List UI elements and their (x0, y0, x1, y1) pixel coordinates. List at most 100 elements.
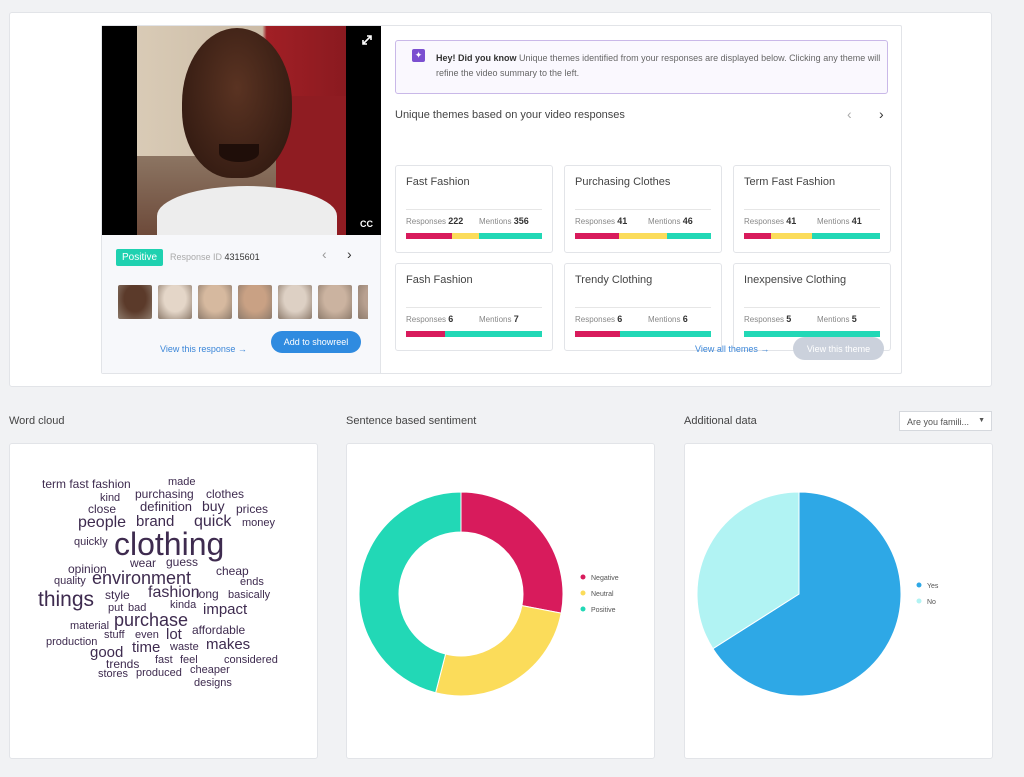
cloud-word[interactable]: bad (128, 602, 147, 614)
cloud-word[interactable]: cheap (216, 564, 249, 578)
cloud-word[interactable]: clothes (206, 487, 245, 501)
cloud-word[interactable]: guess (166, 555, 199, 569)
sentiment-slice-negative[interactable] (460, 491, 564, 614)
theme-card[interactable]: Trendy Clothing Responses 6 Mentions 6 (564, 263, 722, 351)
negative-segment (406, 233, 453, 239)
response-thumbnail[interactable] (158, 285, 192, 319)
cloud-word[interactable]: makes (206, 636, 251, 653)
response-thumbnail[interactable] (278, 285, 312, 319)
view-this-theme-button[interactable]: View this theme (793, 337, 884, 360)
cloud-word[interactable]: produced (136, 667, 182, 679)
legend-label[interactable]: Positive (591, 607, 616, 614)
legend-label[interactable]: No (927, 599, 936, 606)
additional-slice-no[interactable] (696, 491, 800, 650)
cloud-word[interactable]: wear (130, 556, 157, 570)
cloud-word[interactable]: cheaper (190, 664, 230, 676)
cloud-word[interactable]: waste (170, 641, 199, 653)
response-thumbnails (118, 285, 368, 321)
cloud-word[interactable]: money (242, 517, 276, 529)
sentiment-slice-positive[interactable] (358, 491, 462, 694)
legend-label[interactable]: Yes (927, 583, 939, 590)
theme-stats: Responses 6 Mentions 7 (406, 314, 546, 324)
responses-count: 5 (786, 314, 792, 324)
cloud-word[interactable]: buy (202, 498, 225, 514)
cloud-word[interactable]: close (88, 502, 117, 516)
mentions-count: 356 (513, 216, 529, 226)
video-player[interactable]: CC (102, 26, 381, 235)
cloud-word[interactable]: purchasing (135, 487, 194, 501)
tip-body: Unique themes identified from your respo… (436, 53, 881, 78)
cloud-word[interactable]: long (196, 587, 219, 601)
cloud-word[interactable]: affordable (192, 623, 246, 637)
cloud-word[interactable]: fashion (148, 584, 200, 601)
cloud-word[interactable]: material (70, 620, 110, 632)
cloud-word[interactable]: quality (54, 575, 86, 587)
response-thumbnail[interactable] (198, 285, 232, 319)
view-response-link[interactable]: View this response → (160, 344, 247, 354)
themes-next-chevron-icon[interactable]: › (879, 106, 884, 122)
cloud-word[interactable]: stores (98, 668, 128, 680)
cloud-word[interactable]: trends (106, 657, 140, 671)
cloud-word[interactable]: production (46, 636, 98, 648)
cloud-word[interactable]: purchase (114, 610, 189, 630)
cloud-word[interactable]: style (105, 588, 130, 602)
cloud-word[interactable]: considered (224, 654, 278, 666)
legend-label[interactable]: Neutral (591, 591, 614, 598)
cloud-word[interactable]: environment (92, 568, 192, 588)
cloud-word[interactable]: opinion (68, 562, 107, 576)
theme-card[interactable]: Inexpensive Clothing Responses 5 Mentions … (733, 263, 891, 351)
cloud-word[interactable]: quick (194, 513, 232, 530)
response-prev-chevron-icon[interactable]: ‹ (322, 246, 327, 262)
view-response-label: View this response (160, 344, 236, 354)
themes-prev-chevron-icon[interactable]: ‹ (847, 106, 852, 122)
cloud-word[interactable]: good (90, 644, 124, 661)
view-all-themes-link[interactable]: View all themes → (695, 344, 770, 354)
cloud-word[interactable]: things (38, 588, 95, 611)
add-to-showreel-button[interactable]: Add to showreel (271, 331, 361, 353)
theme-card[interactable]: Fast Fashion Responses 222 Mentions 356 (395, 165, 553, 253)
response-thumbnail[interactable] (238, 285, 272, 319)
cloud-word[interactable]: made (168, 476, 196, 488)
cloud-word[interactable]: lot (166, 626, 182, 643)
theme-card[interactable]: Term Fast Fashion Responses 41 Mentions 41 (733, 165, 891, 253)
question-select[interactable]: Are you famili... ▼ (899, 411, 992, 431)
cloud-word[interactable]: definition (140, 499, 193, 514)
video-person-shirt (157, 186, 337, 235)
cloud-word[interactable]: brand (136, 513, 175, 530)
expand-icon[interactable] (361, 34, 373, 46)
theme-stats: Responses 41 Mentions 46 (575, 216, 715, 226)
positive-segment (811, 233, 880, 239)
cloud-word[interactable]: stuff (104, 629, 125, 641)
legend-dot (916, 582, 922, 588)
cloud-word[interactable]: quickly (74, 536, 108, 548)
cloud-word[interactable]: feel (180, 654, 198, 666)
closed-captions-button[interactable]: CC (360, 219, 373, 229)
cloud-word[interactable]: prices (236, 502, 269, 516)
cloud-word[interactable]: kinda (170, 599, 197, 611)
cloud-word[interactable]: ends (240, 576, 264, 588)
legend-label[interactable]: Negative (591, 575, 619, 582)
neutral-segment (618, 233, 668, 239)
cloud-word[interactable]: basically (228, 589, 271, 601)
cloud-word[interactable]: time (132, 639, 161, 656)
response-thumbnail[interactable] (118, 285, 152, 319)
response-thumbnail[interactable] (318, 285, 352, 319)
response-next-chevron-icon[interactable]: › (347, 246, 352, 262)
cloud-word[interactable]: even (135, 629, 159, 641)
themes-card: CC Positive Response ID 4315601 ‹ › View… (9, 12, 992, 387)
theme-card[interactable]: Fash Fashion Responses 6 Mentions 7 (395, 263, 553, 351)
cloud-word[interactable]: kind (100, 492, 121, 504)
cloud-word[interactable]: people (78, 514, 127, 531)
cloud-word[interactable]: impact (203, 601, 248, 618)
additional-data-title: Additional data (684, 415, 757, 427)
cloud-word[interactable]: designs (194, 677, 232, 689)
cloud-word[interactable]: put (108, 602, 124, 614)
cloud-word[interactable]: fast (155, 654, 173, 666)
cloud-word[interactable]: term fast fashion (42, 477, 131, 491)
additional-slice-yes[interactable] (712, 491, 902, 697)
theme-card[interactable]: Purchasing Clothes Responses 41 Mentions 4… (564, 165, 722, 253)
response-thumbnail[interactable] (358, 285, 368, 319)
cloud-word[interactable]: clothing (114, 526, 225, 562)
sentiment-slice-neutral[interactable] (435, 605, 562, 697)
theme-name: Trendy Clothing (575, 274, 653, 286)
